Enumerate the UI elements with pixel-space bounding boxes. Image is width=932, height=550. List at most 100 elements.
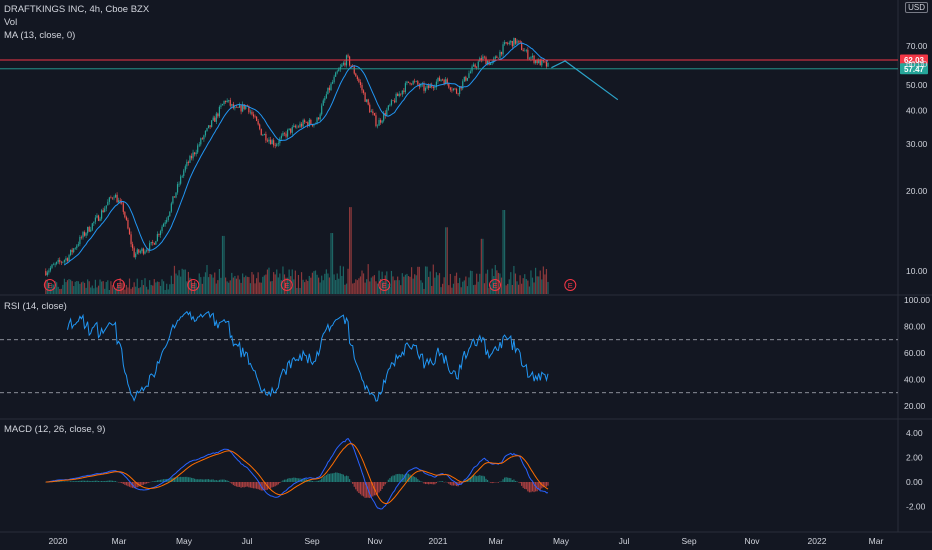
volume-bar (49, 288, 52, 294)
volume-bar (88, 281, 90, 294)
candle-body (194, 152, 196, 155)
candle-body (358, 79, 360, 82)
volume-bar (493, 276, 495, 294)
macd-histogram-bar (276, 482, 278, 486)
volume-bar (85, 287, 87, 294)
macd-histogram-bar (122, 482, 124, 484)
volume-bar (254, 283, 256, 294)
time-tick-label: Mar (869, 536, 884, 546)
candle-body (504, 42, 506, 45)
candle-body (459, 86, 461, 94)
macd-histogram-bar (133, 482, 135, 489)
macd-histogram-bar (235, 482, 238, 487)
candle-body (260, 128, 262, 136)
macd-histogram-bar (277, 482, 279, 485)
candle-body (139, 251, 141, 253)
price-tick-label: 30.00 (906, 139, 928, 149)
candle-body (344, 62, 346, 66)
macd-histogram-bar (164, 479, 166, 482)
macd-histogram-bar (180, 476, 182, 482)
macd-histogram-bar (344, 476, 346, 482)
volume-bar (138, 288, 140, 294)
volume-bar (490, 284, 492, 294)
time-tick-label: Mar (489, 536, 504, 546)
macd-histogram-bar (338, 473, 340, 482)
volume-bar (376, 283, 379, 294)
candle-body (291, 126, 293, 133)
macd-histogram-bar (330, 473, 332, 482)
volume-bar (327, 273, 329, 294)
volume-bar (373, 275, 375, 294)
volume-bar (528, 286, 530, 294)
macd-histogram-bar (392, 475, 394, 482)
candle-body (406, 81, 408, 84)
volume-bar (446, 227, 448, 294)
macd-histogram-bar (531, 482, 534, 492)
candle-body (477, 61, 479, 68)
volume-bar (483, 283, 486, 294)
macd-histogram-bar (107, 480, 109, 482)
macd-histogram-bar (184, 476, 186, 482)
volume-bar (455, 272, 458, 294)
candle-body (331, 82, 334, 84)
volume-bar (288, 269, 290, 294)
price-tick-label: 40.00 (906, 106, 928, 116)
candle-body (91, 223, 93, 230)
resistance-price-label: 62.03 (904, 56, 925, 65)
currency-badge[interactable]: USD (905, 2, 928, 13)
macd-histogram-bar (411, 475, 413, 482)
candle-body (280, 135, 282, 139)
macd-histogram-bar (407, 473, 410, 482)
candle-body (380, 120, 382, 123)
candle-body (404, 83, 406, 93)
candle-body (330, 83, 332, 91)
macd-histogram-bar (479, 475, 481, 482)
macd-histogram-bar (198, 479, 200, 482)
macd-histogram-bar (499, 481, 501, 482)
candle-body (166, 219, 168, 223)
candle-body (138, 249, 140, 253)
volume-bar (166, 283, 168, 294)
candle-body (63, 260, 65, 262)
candle-body (349, 56, 351, 66)
volume-bar (181, 268, 183, 294)
volume-bar (437, 275, 439, 294)
candle-body (452, 88, 455, 91)
volume-bar (142, 285, 145, 294)
volume-bar (443, 277, 445, 294)
volume-bar (257, 272, 259, 294)
macd-histogram-bar (545, 482, 548, 487)
macd-histogram-bar (333, 472, 335, 482)
candle-body (288, 128, 290, 130)
macd-histogram-bar (525, 482, 527, 490)
candle-body (327, 87, 329, 95)
macd-histogram-bar (176, 477, 179, 482)
candle-body (457, 93, 459, 95)
candle-body (412, 80, 414, 85)
volume-bar (274, 274, 276, 294)
volume-bar (362, 273, 365, 294)
candle-body (164, 222, 166, 224)
earnings-label: E (47, 281, 52, 290)
candle-body (547, 62, 549, 67)
candle-body (536, 59, 538, 64)
macd-histogram-bar (80, 480, 83, 482)
candle-body (231, 104, 233, 106)
candle-body (220, 105, 222, 107)
candle-body (435, 81, 437, 88)
macd-histogram-bar (113, 480, 115, 482)
candle-body (507, 43, 509, 44)
macd-histogram-bar (124, 482, 126, 485)
volume-bar (504, 210, 506, 294)
volume-bar (212, 277, 214, 294)
candle-body (170, 203, 172, 212)
candle-body (445, 79, 447, 85)
rsi-tick-label: 100.00 (904, 295, 930, 305)
macd-histogram-bar (514, 480, 517, 482)
candle-body (96, 215, 98, 218)
earnings-label: E (568, 281, 573, 290)
macd-histogram-bar (490, 482, 492, 483)
candle-body (228, 100, 230, 101)
